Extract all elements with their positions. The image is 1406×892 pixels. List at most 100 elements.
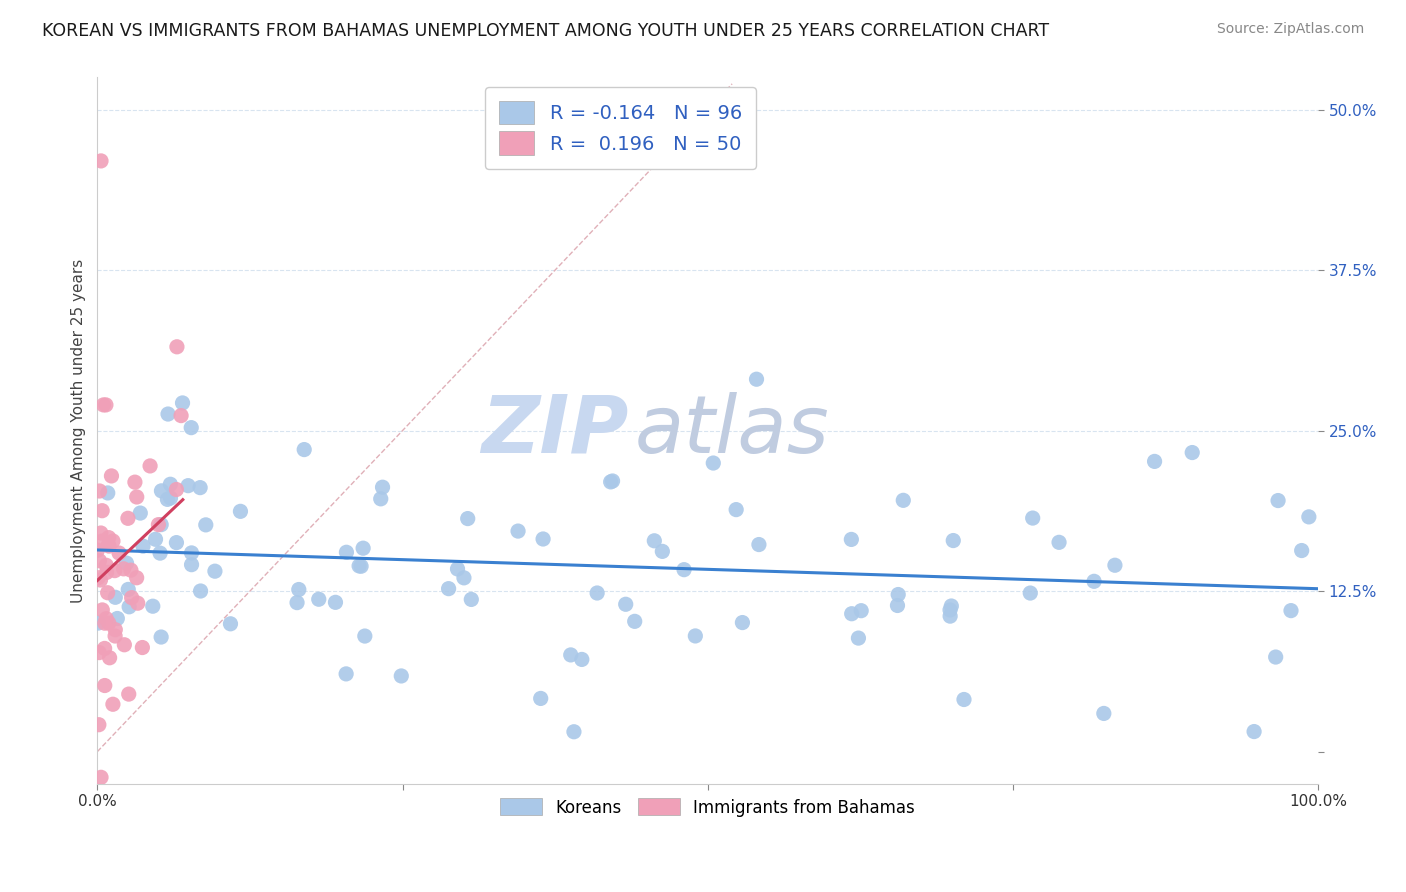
Text: ZIP: ZIP <box>481 392 628 469</box>
Point <box>150 483 173 498</box>
Point <box>530 691 553 706</box>
Point <box>614 597 637 611</box>
Point <box>165 535 187 549</box>
Point <box>148 517 170 532</box>
Point <box>94 616 117 631</box>
Point <box>219 616 242 631</box>
Point <box>97 486 120 500</box>
Point <box>96 558 118 573</box>
Point <box>90 153 112 168</box>
Point <box>118 599 141 614</box>
Point <box>165 483 187 497</box>
Point <box>1083 574 1105 589</box>
Point <box>112 562 135 576</box>
Point <box>702 456 724 470</box>
Point <box>90 526 112 541</box>
Point <box>308 592 330 607</box>
Point <box>127 596 149 610</box>
Point <box>131 640 153 655</box>
Point <box>156 492 179 507</box>
Point <box>602 474 624 488</box>
Point <box>87 571 110 585</box>
Point <box>125 571 148 585</box>
Point <box>105 611 128 625</box>
Point <box>90 534 112 549</box>
Point <box>132 539 155 553</box>
Point <box>292 442 315 457</box>
Point <box>460 592 482 607</box>
Point <box>531 532 554 546</box>
Point <box>91 504 114 518</box>
Point <box>104 629 127 643</box>
Point <box>841 533 863 547</box>
Point <box>121 591 143 605</box>
Point <box>851 604 873 618</box>
Point <box>149 546 172 560</box>
Point <box>97 531 120 545</box>
Point <box>104 564 127 578</box>
Point <box>96 566 118 580</box>
Point <box>347 558 370 573</box>
Point <box>89 646 111 660</box>
Point <box>748 537 770 551</box>
Point <box>673 563 696 577</box>
Point <box>170 409 193 423</box>
Point <box>89 554 111 568</box>
Point <box>188 481 211 495</box>
Point <box>453 571 475 585</box>
Point <box>457 511 479 525</box>
Point <box>325 595 347 609</box>
Point <box>1267 493 1289 508</box>
Point <box>571 652 593 666</box>
Point <box>96 612 118 626</box>
Point <box>506 524 529 538</box>
Point <box>887 588 910 602</box>
Point <box>371 480 394 494</box>
Point <box>1104 558 1126 573</box>
Point <box>94 679 117 693</box>
Point <box>389 669 412 683</box>
Point <box>204 564 226 578</box>
Point <box>150 517 173 532</box>
Point <box>942 533 965 548</box>
Point <box>90 770 112 784</box>
Point <box>89 573 111 587</box>
Point <box>129 506 152 520</box>
Point <box>685 629 707 643</box>
Point <box>745 372 768 386</box>
Point <box>562 724 585 739</box>
Point <box>350 559 373 574</box>
Point <box>93 398 115 412</box>
Point <box>651 544 673 558</box>
Point <box>97 616 120 631</box>
Point <box>285 596 308 610</box>
Point <box>643 533 665 548</box>
Point <box>1298 509 1320 524</box>
Point <box>180 546 202 560</box>
Point <box>1143 454 1166 468</box>
Point <box>117 511 139 525</box>
Point <box>104 623 127 637</box>
Point <box>194 517 217 532</box>
Point <box>953 692 976 706</box>
Point <box>190 584 212 599</box>
Point <box>112 638 135 652</box>
Point <box>87 717 110 731</box>
Point <box>125 490 148 504</box>
Point <box>1019 586 1042 600</box>
Point <box>1092 706 1115 721</box>
Point <box>941 599 963 613</box>
Point <box>599 475 621 489</box>
Text: Source: ZipAtlas.com: Source: ZipAtlas.com <box>1216 22 1364 37</box>
Point <box>586 586 609 600</box>
Point <box>731 615 754 630</box>
Point <box>98 539 121 553</box>
Point <box>229 504 252 518</box>
Point <box>157 407 180 421</box>
Point <box>1047 535 1070 549</box>
Point <box>150 630 173 644</box>
Point <box>89 483 111 498</box>
Point <box>623 615 645 629</box>
Point <box>91 603 114 617</box>
Point <box>98 650 121 665</box>
